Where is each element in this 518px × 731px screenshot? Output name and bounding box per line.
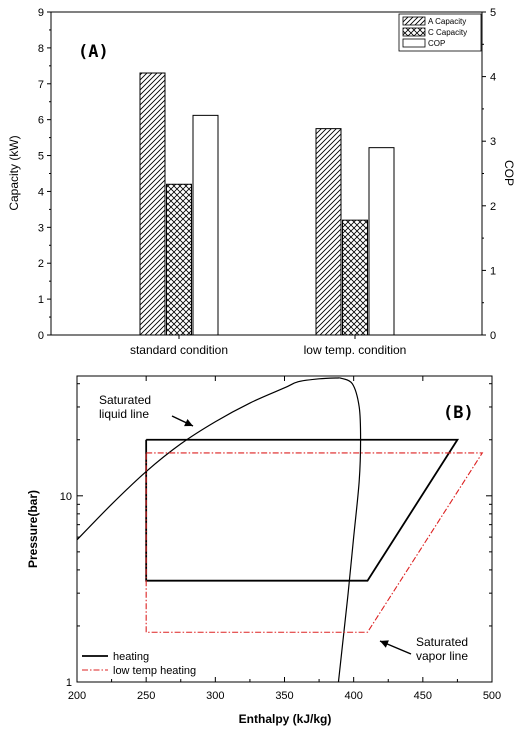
chart-a-y2-axis-label: COP bbox=[502, 160, 516, 186]
cycle-line-low-temp-heating bbox=[145, 452, 484, 633]
chart-a-y2-tick-label: 0 bbox=[490, 330, 496, 342]
chart-b-x-tick-label: 400 bbox=[344, 690, 362, 702]
chart-a-y-tick-label: 7 bbox=[38, 79, 44, 91]
chart-a-panel-label: (A) bbox=[78, 42, 109, 62]
chart-a-frame bbox=[50, 11, 483, 336]
legend-swatch-a-capacity bbox=[402, 16, 426, 26]
chart-a-y-tick-label: 6 bbox=[38, 115, 44, 127]
chart-b-y-tick-label: 10 bbox=[60, 491, 72, 503]
annotation-text-2: Saturated bbox=[416, 635, 468, 649]
chart-b-y-axis-label: Pressure(bar) bbox=[26, 490, 40, 568]
legend-swatch-c-capacity bbox=[402, 27, 426, 37]
chart-a-y-tick-label: 8 bbox=[38, 43, 44, 55]
bar-a-capacity-low-temp-condition bbox=[315, 128, 342, 336]
legend-label-c-capacity: C Capacity bbox=[428, 28, 467, 37]
chart-a-y-tick-label: 1 bbox=[38, 294, 44, 306]
chart-a-y-axis-label: Capacity (kW) bbox=[7, 135, 21, 210]
legend-label-low-temp-heating: low temp heating bbox=[113, 665, 196, 677]
chart-a-y-tick-label: 5 bbox=[38, 151, 44, 163]
chart-b-panel-label: (B) bbox=[443, 403, 474, 423]
chart-b-x-axis-label: Enthalpy (kJ/kg) bbox=[239, 712, 332, 726]
bar-a-capacity-standard-condition bbox=[139, 72, 166, 336]
chart-a-category-label: low temp. condition bbox=[304, 343, 407, 357]
chart-b-x-tick-label: 200 bbox=[68, 690, 86, 702]
chart-b-legend: heating low temp heating bbox=[82, 651, 196, 677]
chart-b-x-tick-label: 350 bbox=[275, 690, 293, 702]
chart-a-y-tick-label: 2 bbox=[38, 258, 44, 270]
legend-label-cop: COP bbox=[428, 39, 445, 48]
chart-b: (B) 200 250 300 350 400 450 500 1 10 Enthalpy (… bbox=[26, 375, 501, 726]
chart-a-legend: A Capacity C Capacity COP bbox=[398, 13, 482, 52]
cycle-line-heating bbox=[145, 438, 460, 582]
chart-a-y-tick-label: 9 bbox=[38, 7, 44, 19]
saturation-curve-vapor bbox=[337, 377, 362, 682]
chart-b-x-tick-label: 500 bbox=[483, 690, 501, 702]
chart-a-y2-tick-label: 5 bbox=[490, 7, 496, 19]
saturation-curve-liquid bbox=[77, 377, 340, 541]
legend-swatch-cop bbox=[402, 38, 426, 48]
chart-a-y2-tick-label: 2 bbox=[490, 201, 496, 213]
chart-a-category-label: standard condition bbox=[130, 343, 228, 357]
chart-a-y2-tick-label: 4 bbox=[490, 72, 496, 84]
chart-b-x-tick-label: 450 bbox=[414, 690, 432, 702]
annotation-text-2: vapor line bbox=[416, 649, 468, 663]
chart-a-y-tick-label: 0 bbox=[38, 330, 44, 342]
chart-b-x-tick-label: 300 bbox=[206, 690, 224, 702]
bar-c-capacity-low-temp-condition bbox=[342, 219, 368, 336]
legend-label-a-capacity: A Capacity bbox=[428, 17, 466, 26]
bar-cop-standard-condition bbox=[192, 114, 219, 336]
chart-a-y2-tick-label: 1 bbox=[490, 265, 496, 277]
chart-a-y-tick-label: 4 bbox=[38, 186, 44, 198]
chart-a-y2-tick-label: 3 bbox=[490, 136, 496, 148]
chart-a-y-tick-label: 3 bbox=[38, 222, 44, 234]
chart-b-y-tick-label: 1 bbox=[66, 677, 72, 689]
bar-cop-low-temp-condition bbox=[368, 147, 395, 336]
annotation-text-1: liquid line bbox=[99, 407, 149, 421]
legend-label-heating: heating bbox=[113, 651, 149, 663]
annotation-text-1: Saturated bbox=[99, 393, 151, 407]
annotation-arrowhead-1 bbox=[184, 418, 193, 427]
chart-a: (A) 0 1 2 3 4 5 6 7 8 9 0 1 2 3 4 5 standard condition… bbox=[7, 7, 516, 357]
bar-c-capacity-standard-condition bbox=[166, 183, 192, 336]
chart-b-x-tick-label: 250 bbox=[137, 690, 155, 702]
annotation-arrowhead-2 bbox=[380, 640, 389, 648]
